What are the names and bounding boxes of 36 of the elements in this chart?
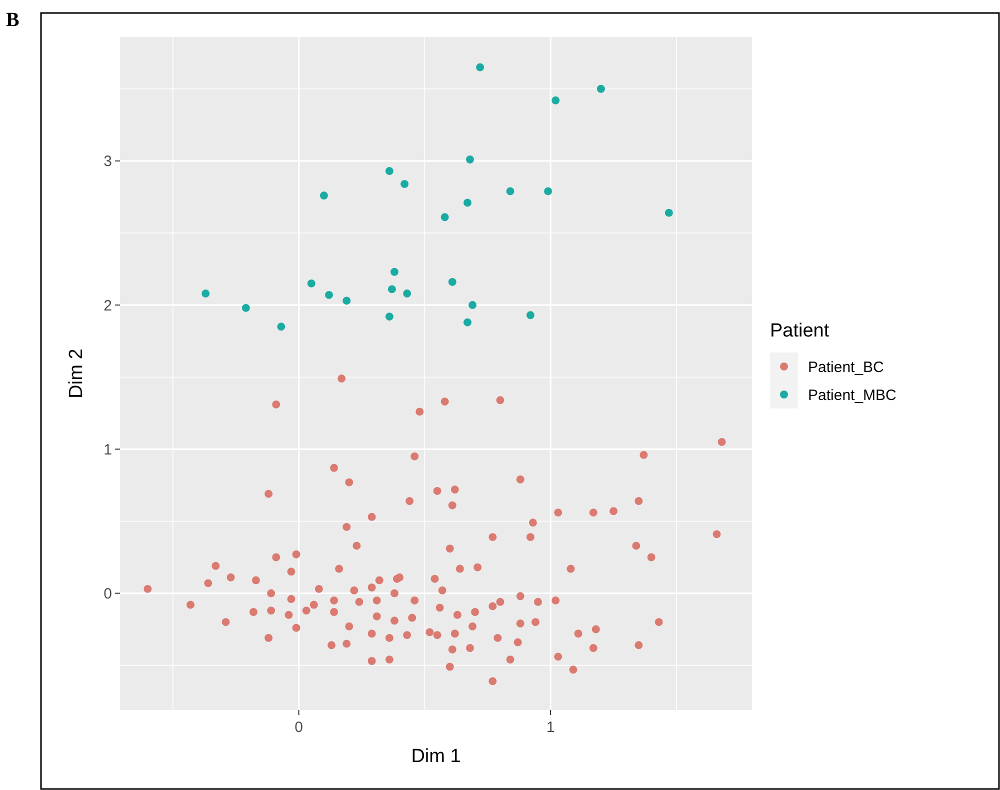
y-axis-title: Dim 2 [66,348,87,398]
y-tick-label: 3 [104,153,112,170]
point [463,318,472,326]
point [506,187,514,196]
point [596,84,605,93]
point [463,198,472,207]
point [468,301,476,310]
point [242,304,250,312]
point [390,268,398,276]
point [476,63,484,72]
point [544,187,552,196]
point [400,180,409,188]
point [277,322,286,331]
point [466,156,474,164]
point [202,290,210,298]
point [664,208,673,217]
legend-label: Patient_MBC [808,386,897,404]
point [448,278,456,286]
point [526,311,534,320]
y-tick-label: 1 [104,441,112,458]
point [385,167,394,176]
point [388,285,396,294]
y-tick-label: 0 [104,586,112,603]
y-tick-label: 2 [104,297,112,314]
point [385,312,394,321]
legend-title: Patient [770,320,830,342]
legend-label: Patient_BC [808,358,884,376]
point [320,192,328,200]
point [440,213,449,222]
point [403,290,412,298]
point [552,96,560,104]
point [307,279,316,288]
x-axis-title: Dim 1 [411,746,461,767]
point [325,290,333,299]
text: B [6,9,20,31]
point [342,296,351,305]
